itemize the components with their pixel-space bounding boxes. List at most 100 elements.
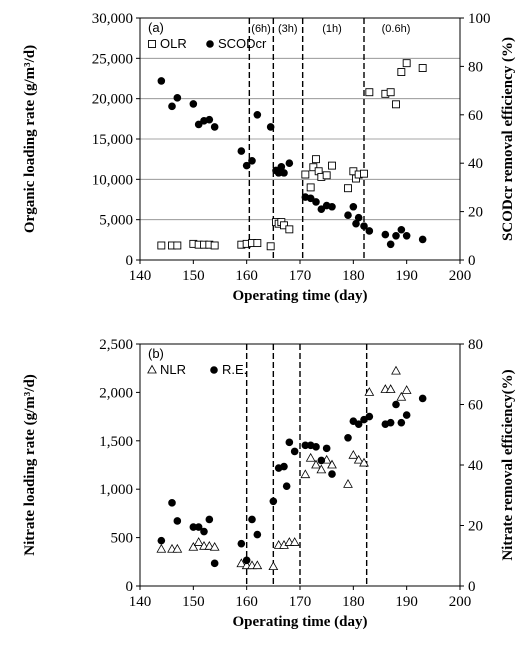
data-point-square: [285, 225, 294, 234]
legend-marker: [148, 40, 156, 48]
data-point-circle: [312, 443, 320, 451]
data-point-triangle: [343, 479, 353, 488]
y2-tick-label: 20: [468, 519, 483, 535]
data-point-triangle: [252, 560, 263, 570]
data-point-circle: [242, 161, 251, 170]
y-tick-label: 30,000: [92, 11, 133, 27]
data-point-circle: [168, 102, 176, 111]
data-point-circle: [237, 539, 246, 548]
data-point-circle: [306, 194, 315, 203]
x-tick-label: 140: [129, 268, 152, 284]
data-point-triangle: [353, 454, 364, 464]
data-point-square: [210, 241, 219, 250]
data-point-circle: [157, 77, 166, 85]
legend-marker: [206, 40, 214, 48]
data-point-triangle: [359, 457, 369, 467]
legend-label: R.E.: [222, 362, 247, 377]
data-point-circle: [168, 499, 176, 507]
data-point-triangle: [396, 391, 407, 401]
data-point-square: [402, 59, 411, 68]
data-point-square: [266, 242, 275, 251]
data-point-circle: [280, 462, 288, 471]
data-point-triangle: [188, 541, 199, 551]
y2-tick-label: 40: [468, 458, 483, 474]
data-point-circle: [328, 202, 336, 211]
y-tick-label: 0: [126, 253, 134, 269]
data-point-triangle: [348, 450, 359, 459]
y-axis-label: Nitrate loading rate (g/m³/d): [22, 374, 38, 556]
data-point-square: [392, 100, 400, 109]
data-point-circle: [381, 230, 390, 239]
data-point-circle: [365, 412, 374, 421]
data-point-circle: [274, 169, 283, 177]
y-tick-label: 0: [126, 579, 134, 595]
data-point-circle: [392, 232, 400, 240]
data-point-square: [306, 183, 315, 192]
y-tick-label: 1,000: [99, 482, 133, 498]
data-point-circle: [418, 235, 427, 244]
y2-tick-label: 0: [468, 579, 476, 595]
data-point-square: [344, 184, 352, 193]
data-point-circle: [317, 456, 326, 465]
x-tick-label: 180: [342, 594, 365, 610]
data-point-circle: [328, 470, 336, 478]
data-point-triangle: [401, 385, 412, 394]
data-point-circle: [280, 169, 288, 177]
data-point-triangle: [209, 541, 220, 551]
x-axis-label: Operating time (day): [233, 614, 368, 630]
y-tick-label: 10,000: [92, 172, 133, 188]
data-point-square: [309, 163, 318, 172]
data-point-circle: [365, 227, 374, 235]
data-point-circle: [277, 163, 286, 171]
data-point-circle: [194, 120, 203, 129]
y2-axis-label: Nitrate removal efficiency(%): [500, 369, 516, 560]
data-point-circle: [200, 527, 208, 536]
data-point-triangle: [300, 469, 311, 479]
data-point-circle: [354, 213, 363, 222]
y-tick-label: 1,500: [99, 434, 133, 450]
data-point-circle: [397, 225, 406, 234]
data-point-circle: [269, 497, 278, 506]
panel-a: 140 150 160 170 180 190 20005,00010,00015,0002…: [22, 11, 516, 304]
data-point-circle: [418, 394, 427, 403]
x-tick-label: 200: [449, 594, 472, 610]
y-axis-label: Organic loading rate (g/m³/d): [22, 45, 38, 233]
data-point-circle: [210, 559, 219, 568]
data-point-triangle: [156, 543, 167, 553]
data-point-circle: [352, 219, 360, 228]
x-axis-label: Operating time (day): [233, 288, 368, 304]
data-point-circle: [205, 515, 214, 524]
data-point-square: [418, 64, 427, 72]
data-point-circle: [402, 411, 411, 419]
x-tick-label: 140: [129, 594, 152, 610]
data-point-circle: [312, 198, 320, 206]
data-point-square: [328, 161, 336, 170]
data-point-triangle: [305, 452, 316, 462]
x-tick-label: 160: [235, 594, 258, 610]
data-point-circle: [360, 222, 368, 230]
data-point-triangle: [172, 543, 183, 553]
data-point-circle: [285, 438, 294, 447]
y2-tick-label: 80: [468, 337, 483, 353]
data-point-circle: [253, 111, 262, 119]
data-point-triangle: [236, 558, 247, 568]
data-point-circle: [266, 123, 275, 131]
data-point-triangle: [385, 384, 396, 393]
y-tick-label: 5,000: [99, 213, 133, 229]
y2-tick-label: 0: [468, 253, 476, 269]
y2-axis-label: SCODcr removal efficiency (%): [500, 37, 516, 241]
legend-label: OLR: [160, 36, 187, 51]
data-point-circle: [194, 523, 203, 531]
panel-label: (b): [148, 346, 164, 361]
data-point-square: [322, 171, 331, 180]
y2-tick-label: 20: [468, 205, 483, 221]
data-point-triangle: [204, 540, 215, 550]
y-tick-label: 25,000: [92, 51, 133, 67]
data-point-circle: [173, 94, 182, 102]
phase-label: (3h): [278, 23, 298, 35]
y2-tick-label: 40: [468, 156, 483, 172]
y2-tick-label: 100: [468, 11, 491, 27]
data-point-circle: [344, 433, 352, 442]
data-point-circle: [386, 240, 395, 249]
